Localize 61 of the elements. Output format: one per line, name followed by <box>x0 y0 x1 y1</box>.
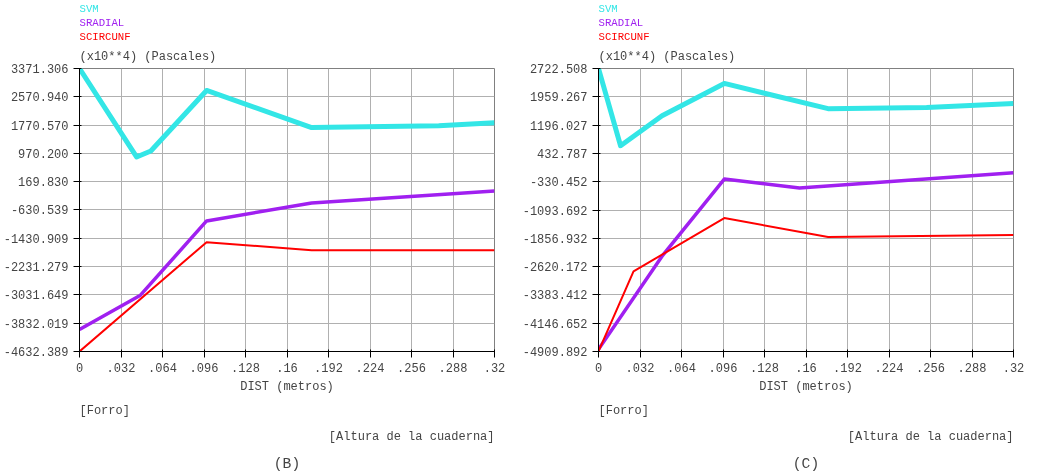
text: SVM <box>598 2 618 15</box>
text: (C) <box>792 455 820 472</box>
x-tick-label: .16 <box>795 361 817 376</box>
x-tick-label: .224 <box>874 361 904 376</box>
x-tick-label: .064 <box>667 361 696 376</box>
x-tick-label: .224 <box>355 361 385 376</box>
y-tick-label: -1093.692 <box>522 204 588 219</box>
y-tick-label: -3832.019 <box>3 317 69 332</box>
y-tick-label: 2722.508 <box>529 63 588 77</box>
x-tick-label: .288 <box>957 361 987 376</box>
text: SCIRCUNF <box>598 30 650 43</box>
x-axis-title: DIST (metros) <box>240 379 334 394</box>
x-tick-label: .064 <box>148 361 177 376</box>
y-tick-label: -3031.649 <box>3 289 69 304</box>
text: [Altura de la cuaderna] <box>328 429 495 444</box>
y-axis-title: (x10**4) (Pascales) <box>79 49 217 64</box>
x-tick-label: .256 <box>916 361 945 376</box>
x-tick-label: .032 <box>625 361 655 376</box>
x-tick-label: .128 <box>231 361 260 376</box>
y-tick-label: 1196.027 <box>529 119 588 134</box>
y-tick-label: -630.539 <box>10 204 69 219</box>
x-tick-label: .096 <box>189 361 219 376</box>
x-tick-label: .192 <box>314 361 343 376</box>
y-tick-label: 432.787 <box>537 147 588 162</box>
y-tick-label: -4146.652 <box>522 317 588 332</box>
line-series <box>79 189 495 332</box>
x-tick-label: .288 <box>438 361 468 376</box>
y-tick-label: -4909.892 <box>522 346 588 360</box>
text: SVM <box>79 2 99 15</box>
x-tick-label: .192 <box>833 361 862 376</box>
text: [Altura de la cuaderna] <box>847 429 1014 444</box>
y-tick-label: -2231.279 <box>3 261 69 276</box>
text: SCIRCUNF <box>79 30 131 43</box>
x-tick-label: 0 <box>75 361 84 376</box>
y-tick-label: -3383.412 <box>522 289 588 304</box>
y-tick-label: 2570.940 <box>10 91 69 106</box>
y-tick-label: -4632.389 <box>3 346 69 360</box>
text: [Forro] <box>598 403 649 418</box>
y-tick-label: -1430.909 <box>3 232 69 247</box>
y-tick-label: 169.830 <box>18 176 69 191</box>
x-tick-label: .32 <box>1002 361 1025 376</box>
x-axis-title: DIST (metros) <box>759 379 853 394</box>
x-tick-label: .32 <box>483 361 506 376</box>
x-tick-label: .032 <box>106 361 136 376</box>
y-tick-label: 1770.570 <box>10 119 69 134</box>
y-tick-label: 970.200 <box>18 147 69 162</box>
x-tick-label: .256 <box>397 361 426 376</box>
text: SRADIAL <box>598 16 644 29</box>
x-tick-label: 0 <box>594 361 603 376</box>
y-tick-label: 3371.306 <box>10 63 69 77</box>
y-tick-label: 1959.267 <box>529 91 588 106</box>
text: (B) <box>273 455 301 472</box>
text: [Forro] <box>79 403 130 418</box>
x-tick-label: .16 <box>276 361 298 376</box>
y-tick-label: -330.452 <box>529 176 588 191</box>
y-tick-label: -1856.932 <box>522 232 588 247</box>
text: SRADIAL <box>79 16 125 29</box>
y-axis-title: (x10**4) (Pascales) <box>598 49 736 64</box>
x-tick-label: .128 <box>750 361 779 376</box>
y-tick-label: -2620.172 <box>522 261 588 276</box>
x-tick-label: .096 <box>708 361 738 376</box>
